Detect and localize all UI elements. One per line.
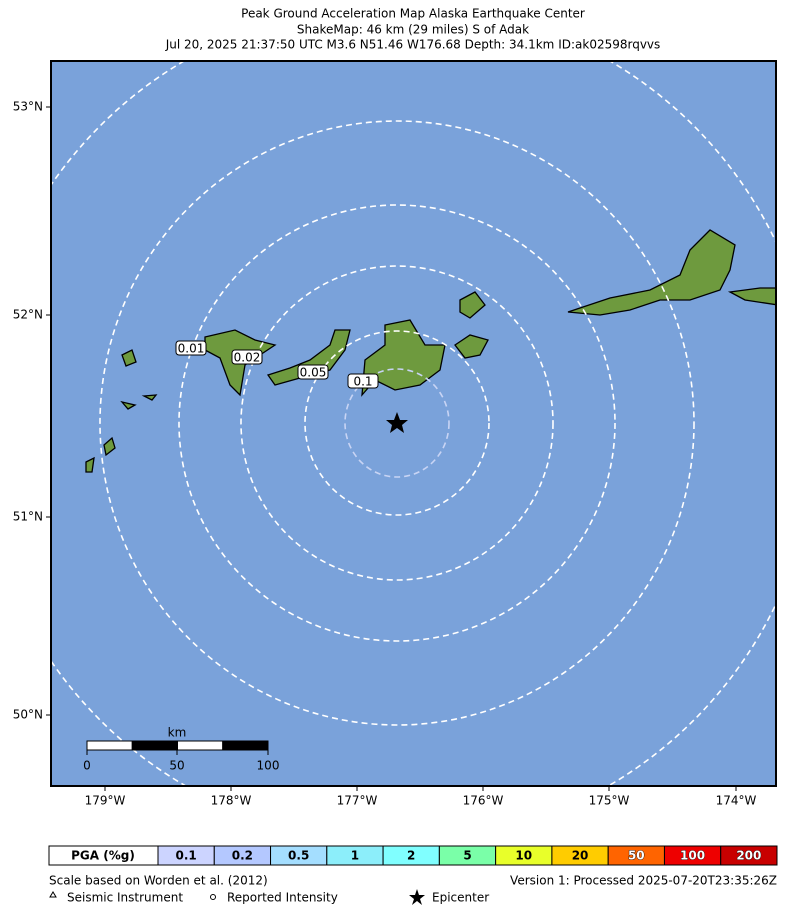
footer-intensity: Reported Intensity — [227, 891, 338, 905]
lat-label: 51°N — [13, 510, 43, 524]
epicenter-icon — [409, 889, 425, 905]
legend-label: 0.1 — [176, 849, 197, 863]
lon-label: 178°W — [211, 794, 252, 808]
contour — [344, 368, 450, 478]
title-line: Peak Ground Acceleration Map Alaska Eart… — [241, 7, 585, 21]
lon-label: 179°W — [85, 794, 126, 808]
lat-label: 52°N — [13, 308, 43, 322]
scale-label: 100 — [257, 759, 280, 773]
legend-label: 20 — [572, 849, 589, 863]
contour-label-box — [231, 349, 263, 365]
title-line: Jul 20, 2025 21:37:50 UTC M3.6 N51.46 W1… — [165, 38, 661, 52]
contour — [240, 265, 554, 581]
contour-label-box — [175, 340, 207, 356]
lat-label: 53°N — [13, 100, 43, 114]
legend-label: 100 — [680, 849, 705, 863]
lon-label: 177°W — [337, 794, 378, 808]
intensity-icon — [210, 894, 216, 900]
legend-label: 10 — [515, 849, 532, 863]
scale-segment — [177, 740, 224, 751]
lat-label: 50°N — [13, 708, 43, 722]
legend-label: 2 — [407, 849, 415, 863]
footer-left: Scale based on Worden et al. (2012) — [49, 874, 268, 888]
epicenter-star — [386, 412, 408, 433]
lon-label: 174°W — [716, 794, 757, 808]
title-line: ShakeMap: 46 km (29 miles) S of Adak — [297, 23, 529, 37]
legend-label: 5 — [463, 849, 471, 863]
footer-instrument: Seismic Instrument — [67, 891, 183, 905]
legend-title: PGA (%g) — [71, 849, 135, 863]
legend-label: 1 — [351, 849, 359, 863]
contour-label: 0.02 — [234, 351, 261, 365]
legend-label: 0.5 — [288, 849, 309, 863]
legend-cell — [720, 845, 778, 866]
contour — [304, 330, 490, 516]
footer-epicenter: Epicenter — [432, 891, 489, 905]
contour — [99, 120, 695, 726]
contour-label: 0.05 — [300, 366, 327, 380]
contour-label-box — [297, 364, 329, 380]
contour-label: 0.1 — [353, 375, 372, 389]
scale-segment — [131, 740, 178, 751]
scale-unit: km — [168, 726, 187, 740]
contour — [178, 204, 616, 642]
scale-label: 0 — [83, 759, 91, 773]
lon-label: 175°W — [589, 794, 630, 808]
lon-label: 176°W — [463, 794, 504, 808]
map-frame — [50, 60, 777, 787]
contour-label: 0.01 — [178, 342, 205, 356]
contour-label-box — [347, 373, 379, 389]
scale-label: 50 — [169, 759, 184, 773]
scale-segment — [222, 740, 269, 751]
footer-right: Version 1: Processed 2025-07-20T23:35:26… — [510, 874, 777, 888]
legend-label: 0.2 — [232, 849, 253, 863]
legend-label: 50 — [628, 849, 645, 863]
legend-label: 200 — [736, 849, 761, 863]
ocean — [51, 61, 776, 786]
scale-segment — [86, 740, 133, 751]
instrument-icon — [49, 891, 57, 898]
